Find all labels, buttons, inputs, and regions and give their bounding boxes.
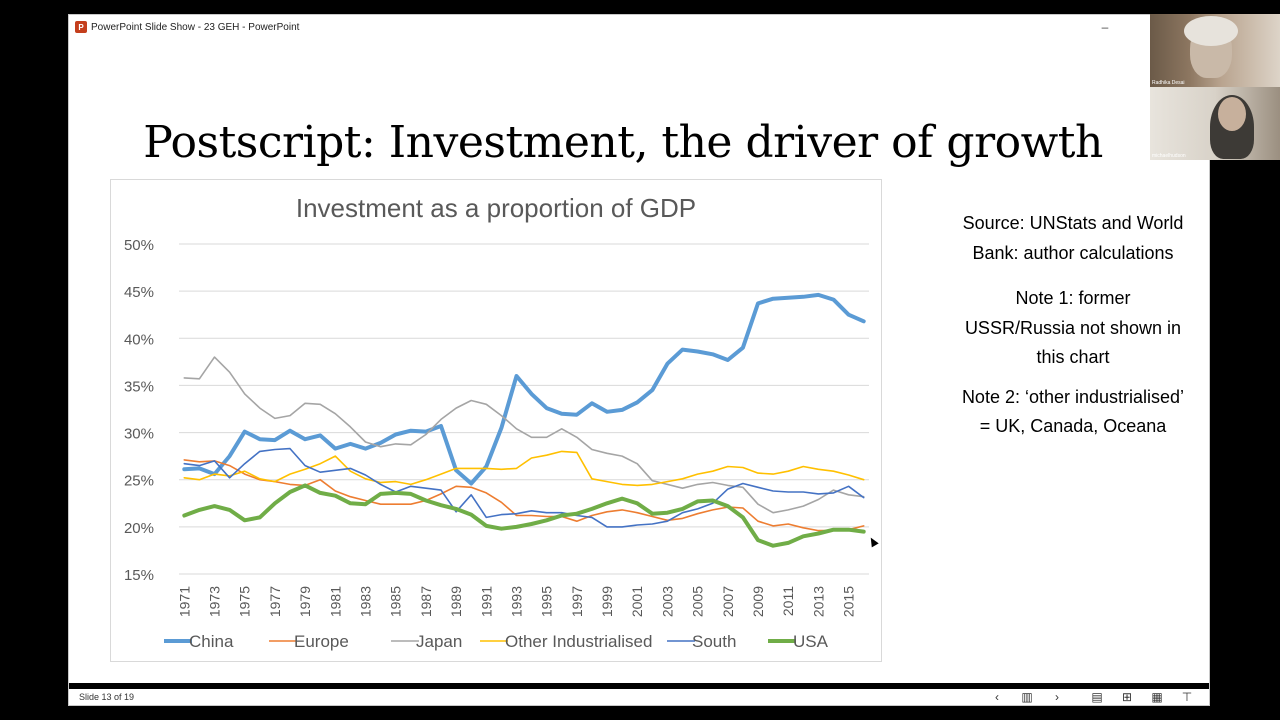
participant-hair xyxy=(1184,16,1238,46)
x-tick-label: 2007 xyxy=(720,586,736,617)
legend-label: Japan xyxy=(416,632,462,651)
x-tick-label: 1981 xyxy=(327,586,343,617)
window-title: PowerPoint Slide Show - 23 GEH - PowerPo… xyxy=(91,21,300,33)
x-tick-label: 1979 xyxy=(297,586,313,617)
series-line-china xyxy=(182,292,866,486)
participant-face xyxy=(1218,97,1246,131)
x-tick-label: 1971 xyxy=(176,586,192,617)
next-icon[interactable]: › xyxy=(1055,690,1059,704)
note-1: Note 1: former USSR/Russia not shown in … xyxy=(964,288,1182,367)
legend-label: Other Industrialised xyxy=(505,632,652,651)
x-tick-label: 2005 xyxy=(690,586,706,617)
series-line-south xyxy=(183,447,865,528)
x-tick-label: 1975 xyxy=(237,586,253,617)
x-tick-label: 1973 xyxy=(206,586,222,617)
chart-svg: Investment as a proportion of GDP 15% 20% 2… xyxy=(124,193,869,651)
reading-view-icon[interactable]: ▦ xyxy=(1151,690,1163,704)
note-2: Note 2: ‘other industrialised’ = UK, Can… xyxy=(961,386,1185,437)
x-tick-label: 1991 xyxy=(478,586,494,617)
slide-counter: Slide 13 of 19 xyxy=(79,692,135,702)
normal-view-icon[interactable]: ▤ xyxy=(1091,690,1103,704)
x-tick-label: 1989 xyxy=(448,586,464,617)
powerpoint-icon: P xyxy=(75,21,87,33)
slideshow-icon[interactable]: ⊤ xyxy=(1181,690,1193,704)
previous-icon[interactable]: ‹ xyxy=(995,690,999,704)
legend-label: China xyxy=(189,632,234,651)
series-line-europe xyxy=(183,459,865,532)
x-tick-label: 1995 xyxy=(539,586,555,617)
series-line-usa xyxy=(182,483,866,548)
series-line-other-industrialised xyxy=(183,450,865,487)
x-tick-label: 2015 xyxy=(841,586,857,617)
x-tick-label: 2001 xyxy=(629,586,645,617)
y-tick-label: 30% xyxy=(124,426,154,443)
participant-name: Radhika Desai xyxy=(1152,80,1185,86)
slide-sorter-icon[interactable]: ⊞ xyxy=(1121,690,1133,704)
series-line-japan xyxy=(183,356,865,514)
chart-title: Investment as a proportion of GDP xyxy=(296,193,696,223)
x-tick-label: 1977 xyxy=(267,586,283,617)
y-tick-label: 45% xyxy=(124,284,154,301)
y-tick-label: 50% xyxy=(124,237,154,254)
x-tick-label: 2011 xyxy=(780,586,796,616)
source-note: Source: UNStats and World Bank: author c… xyxy=(962,213,1184,263)
x-tick-label: 1997 xyxy=(569,586,585,617)
status-controls: ‹ ▥ › ▤ ⊞ ▦ ⊤ xyxy=(989,689,1195,705)
x-tick-label: 2013 xyxy=(810,586,826,617)
x-tick-label: 1985 xyxy=(388,586,404,617)
y-tick-label: 25% xyxy=(124,473,154,490)
x-tick-label: 2009 xyxy=(750,586,766,617)
x-tick-label: 2003 xyxy=(659,586,675,617)
y-tick-label: 20% xyxy=(124,520,154,537)
video-panel: Radhika Desai michaelhudson xyxy=(1150,14,1280,160)
participant-name: michaelhudson xyxy=(1152,153,1186,159)
slide-title: Postscript: Investment, the driver of gr… xyxy=(143,117,1103,168)
chart: Investment as a proportion of GDP 15% 20% 2… xyxy=(110,179,882,662)
title-bar: P PowerPoint Slide Show - 23 GEH - Power… xyxy=(69,15,1209,39)
x-tick-label: 1987 xyxy=(418,586,434,617)
video-tile-2[interactable]: michaelhudson xyxy=(1150,87,1280,160)
slide: Postscript: Investment, the driver of gr… xyxy=(69,39,1209,685)
legend-label: USA xyxy=(793,632,829,651)
x-tick-label: 1999 xyxy=(599,586,615,617)
minimize-button[interactable]: – xyxy=(1093,17,1117,37)
x-tick-label: 1983 xyxy=(357,586,373,617)
y-tick-label: 40% xyxy=(124,331,154,348)
slide-grid-icon[interactable]: ▥ xyxy=(1021,690,1033,704)
legend-label: Europe xyxy=(294,632,349,651)
video-tile-1[interactable]: Radhika Desai xyxy=(1150,14,1280,87)
x-tick-label: 1993 xyxy=(508,586,524,617)
status-bar: Slide 13 of 19 ‹ ▥ › ▤ ⊞ ▦ ⊤ xyxy=(69,683,1209,705)
powerpoint-window: P PowerPoint Slide Show - 23 GEH - Power… xyxy=(68,14,1210,706)
minimize-icon: – xyxy=(1101,20,1109,34)
slide-notes: Source: UNStats and World Bank: author c… xyxy=(961,209,1185,458)
legend-label: South xyxy=(692,632,736,651)
y-tick-label: 15% xyxy=(124,567,154,584)
y-tick-label: 35% xyxy=(124,378,154,395)
